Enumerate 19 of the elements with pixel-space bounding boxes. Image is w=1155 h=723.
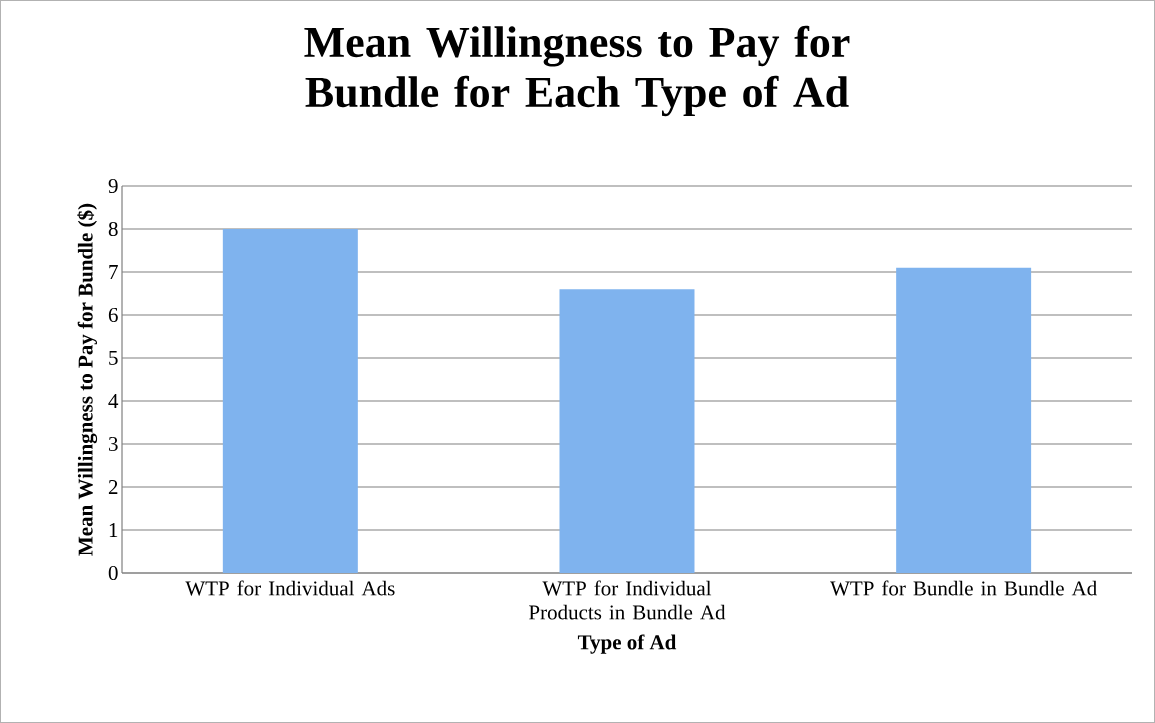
x-axis-title: Type of Ad: [577, 634, 677, 654]
y-tick-label: 2: [108, 480, 118, 494]
y-tick-label: 7: [109, 265, 118, 279]
y-tick-label: 9: [108, 178, 118, 194]
bar: [559, 289, 695, 573]
y-tick-label: 8: [108, 221, 118, 237]
y-tick-label: 6: [108, 307, 118, 323]
bar: [222, 229, 358, 573]
chart-title: Mean Willingness to Pay for Bundle for Each Type of Ad: [304, 25, 850, 117]
y-tick-label: 3: [108, 436, 118, 452]
x-tick-label: WTP for Individual Products in Bundle Ad: [529, 580, 726, 620]
x-tick-label: WTP for Individual Ads: [185, 580, 395, 596]
y-tick-label: 1: [109, 523, 118, 537]
y-tick-label: 5: [109, 351, 118, 365]
y-tick-label: 4: [108, 394, 119, 408]
bar: [896, 267, 1032, 573]
y-axis-title: Mean Willingness to Pay for Bundle ($): [77, 203, 98, 556]
x-tick-label: WTP for Bundle in Bundle Ad: [830, 580, 1097, 596]
y-tick-label: 0: [108, 565, 118, 581]
